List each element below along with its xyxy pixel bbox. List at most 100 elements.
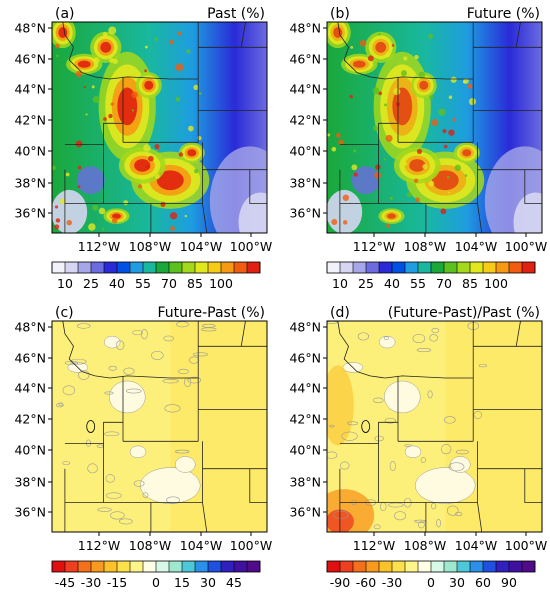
panel-c: (c) Future-Past (%) 48°N 46°N 44°N 42°N 40°N 38… — [0, 299, 275, 598]
panel-svg: (c) Future-Past (%) 48°N 46°N 44°N 42°N 40°N 38… — [14, 305, 272, 590]
colorbar-tick-label: 60 — [475, 575, 491, 590]
lon-tick-label: 108°W — [129, 239, 171, 254]
colorbar-swatch — [405, 262, 419, 273]
panel-title: Future (%) — [467, 6, 540, 22]
lat-tick-label: 44°N — [14, 381, 46, 396]
colorbar-tick-label: 40 — [109, 276, 125, 291]
lon-tick-label: 108°W — [129, 538, 171, 553]
colorbar-tick-label: 85 — [462, 276, 478, 291]
colorbar-tick-label: 10 — [57, 276, 73, 291]
lon-tick-label: 108°W — [404, 239, 446, 254]
colorbar-swatch — [78, 262, 92, 273]
lat-tick-label: 36°N — [14, 206, 46, 221]
colorbar-swatch — [143, 262, 157, 273]
colorbar-swatch — [208, 262, 222, 273]
colorbar-tick-label: 70 — [161, 276, 177, 291]
colorbar-tick-label: 15 — [174, 575, 190, 590]
colorbar-swatch — [353, 262, 367, 273]
colorbar-swatch — [483, 262, 497, 273]
panel-label: (a) — [55, 6, 75, 22]
lon-tick-label: 112°W — [78, 538, 120, 553]
panel-title: Past (%) — [207, 6, 265, 22]
colorbar-swatch — [247, 561, 261, 572]
colorbar-tick-label: 55 — [135, 276, 151, 291]
colorbar-swatch — [169, 262, 183, 273]
lon-tick-label: 104°W — [455, 239, 497, 254]
lat-tick-label: 42°N — [289, 113, 321, 128]
lat-tick-label: 44°N — [289, 381, 321, 396]
colorbar-tick-label: -45 — [55, 575, 75, 590]
colorbar-swatch — [169, 561, 183, 572]
lon-tick-label: 104°W — [455, 538, 497, 553]
colorbar-tick-label: 90 — [501, 575, 517, 590]
lat-tick-label: 38°N — [289, 176, 321, 191]
colorbar-swatch — [182, 262, 196, 273]
lon-tick-label: 108°W — [404, 538, 446, 553]
map-field — [52, 321, 267, 532]
colorbar-swatch — [418, 262, 432, 273]
lon-tick-label: 100°W — [230, 538, 272, 553]
colorbar-swatch — [392, 561, 406, 572]
map-field — [327, 22, 542, 233]
colorbar-swatch — [457, 561, 471, 572]
colorbar-swatch — [405, 561, 419, 572]
colorbar-swatch — [444, 561, 458, 572]
colorbar-swatch — [327, 561, 341, 572]
colorbar-swatch — [65, 561, 79, 572]
lon-tick-label: 104°W — [180, 239, 222, 254]
colorbar-swatch — [379, 262, 393, 273]
colorbar-swatch — [509, 262, 523, 273]
colorbar-swatch — [247, 262, 261, 273]
lon-tick-label: 100°W — [505, 239, 547, 254]
lon-tick-label: 100°W — [505, 538, 547, 553]
colorbar-tick-label: -30 — [382, 575, 402, 590]
colorbar-swatch — [104, 262, 118, 273]
colorbar-swatch — [366, 561, 380, 572]
panel-svg: (a) Past (%) 48°N 46°N 44°N 42°N 40°N 38°N 36°N 1… — [14, 6, 272, 291]
colorbar-swatch — [444, 262, 458, 273]
lat-tick-label: 38°N — [14, 176, 46, 191]
colorbar-swatch — [195, 262, 209, 273]
lon-tick-label: 100°W — [230, 239, 272, 254]
lat-tick-label: 46°N — [14, 52, 46, 67]
colorbar-tick-label: 70 — [436, 276, 452, 291]
panel-svg: (b) Future (%) 48°N 46°N 44°N 42°N 40°N 38°N 36°… — [289, 6, 547, 291]
map-field — [327, 321, 542, 532]
colorbar-tick-label: 0 — [152, 575, 160, 590]
colorbar-swatch — [195, 561, 209, 572]
panel-label: (c) — [55, 305, 74, 321]
colorbar-tick-label: 30 — [200, 575, 216, 590]
colorbar-tick-label: 100 — [209, 276, 233, 291]
colorbar-swatch — [392, 262, 406, 273]
colorbar-swatch — [117, 561, 131, 572]
lat-tick-label: 40°N — [289, 144, 321, 159]
colorbar-tick-label: -60 — [356, 575, 376, 590]
colorbar-tick-label: 100 — [484, 276, 508, 291]
colorbar-swatch — [156, 561, 170, 572]
lat-tick-label: 42°N — [14, 113, 46, 128]
panel-d: (d) (Future-Past)/Past (%) 48°N 46°N 44°N 42°… — [275, 299, 550, 598]
colorbar-tick-label: -90 — [330, 575, 350, 590]
colorbar-tick-label: 55 — [410, 276, 426, 291]
colorbar-swatch — [221, 561, 235, 572]
colorbar-tick-label: 10 — [332, 276, 348, 291]
colorbar-swatch — [78, 561, 92, 572]
colorbar-swatch — [340, 561, 354, 572]
colorbar-swatch — [431, 561, 445, 572]
lat-tick-label: 46°N — [289, 351, 321, 366]
colorbar-swatch — [65, 262, 79, 273]
colorbar-tick-label: 40 — [384, 276, 400, 291]
lat-tick-label: 44°N — [14, 82, 46, 97]
map-field — [52, 22, 267, 233]
lat-tick-label: 42°N — [14, 412, 46, 427]
lat-tick-label: 40°N — [14, 144, 46, 159]
colorbar-tick-label: 25 — [358, 276, 374, 291]
colorbar-swatch — [221, 262, 235, 273]
colorbar-swatch — [234, 561, 248, 572]
lat-tick-label: 48°N — [14, 21, 46, 36]
lat-tick-label: 48°N — [289, 21, 321, 36]
colorbar-swatch — [104, 561, 118, 572]
lat-tick-label: 40°N — [14, 443, 46, 458]
colorbar-swatch — [496, 262, 510, 273]
lat-tick-label: 44°N — [289, 82, 321, 97]
